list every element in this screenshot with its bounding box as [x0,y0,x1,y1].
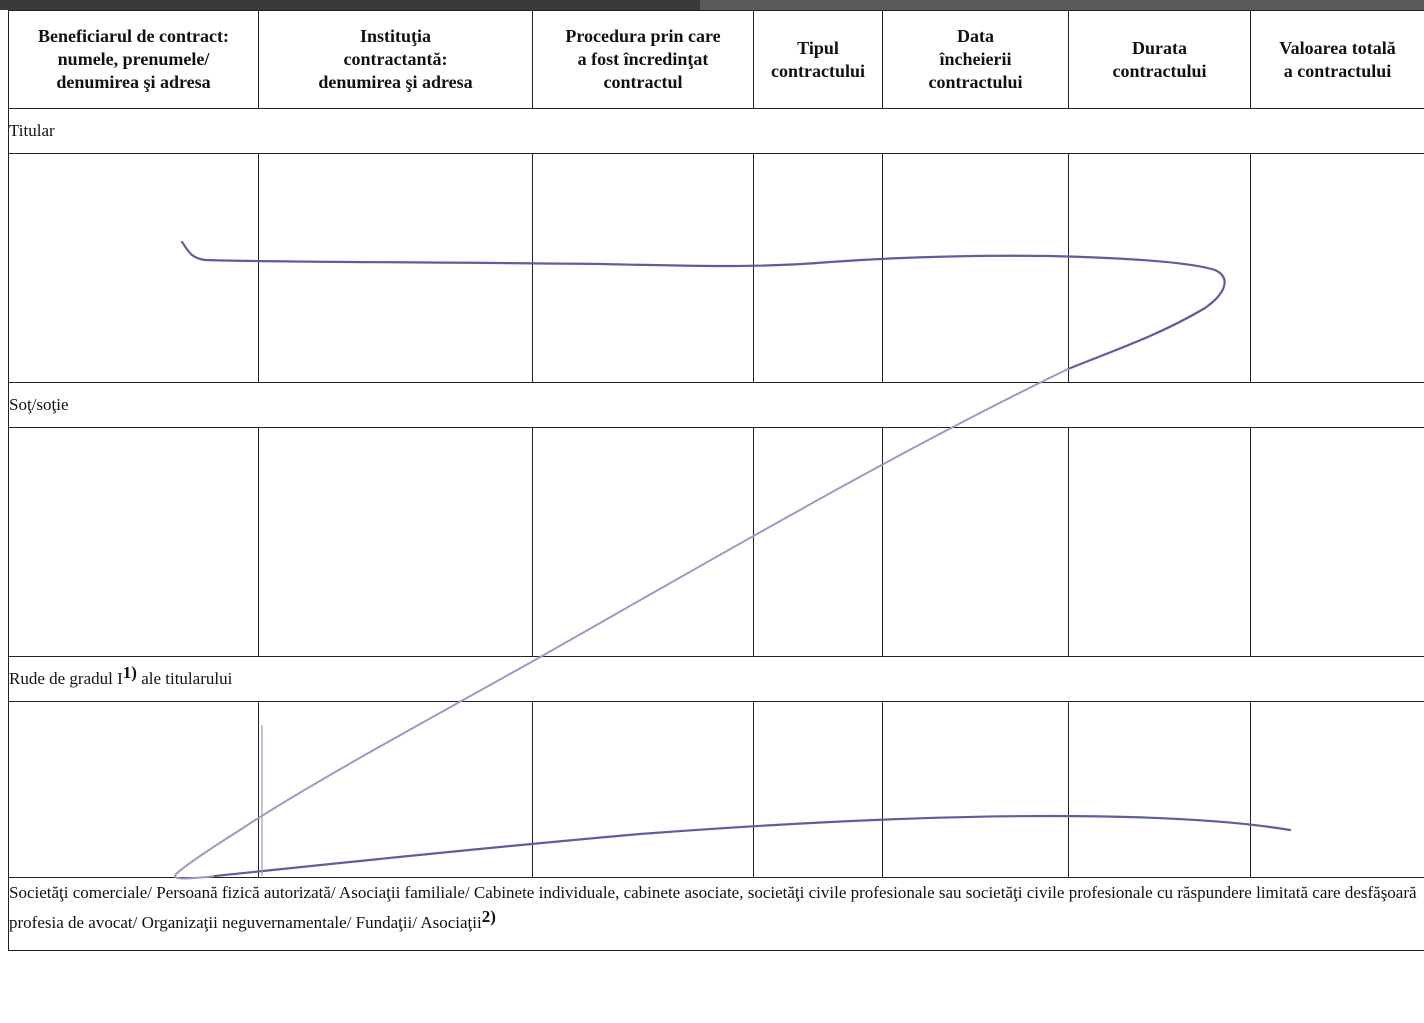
header-tipul: Tipul contractului [753,10,883,109]
section-societati: Societăţi comerciale/ Persoană fizică au… [8,877,1424,951]
header-institutia: Instituţia contractantă: denumirea şi adre… [258,10,533,109]
contracts-table: Beneficiarul de contract: numele, prenume… [8,10,1424,951]
table-row [8,701,1424,878]
section-row: Titular [8,108,1424,154]
footnote-ref-1: 1) [122,663,137,682]
footnote-ref-2: 2) [481,907,496,926]
table-row [8,427,1424,657]
section-titular: Titular [8,108,1424,154]
header-beneficiar: Beneficiarul de contract: numele, prenume… [8,10,259,109]
table-row [8,153,1424,383]
section-row: Societăţi comerciale/ Persoană fizică au… [8,877,1424,951]
header-data: Data încheierii contractului [882,10,1069,109]
header-valoarea: Valoarea totală a contractului [1250,10,1424,109]
top-border-strip [0,0,1424,10]
header-row: Beneficiarul de contract: numele, prenume… [8,10,1424,109]
section-rude: Rude de gradul I1) ale titularului [8,656,1424,702]
section-sot-sotie: Soţ/soţie [8,382,1424,428]
header-durata: Durata contractului [1068,10,1251,109]
header-procedura: Procedura prin care a fost încredinţat con… [532,10,754,109]
section-row: Soţ/soţie [8,382,1424,428]
section-row: Rude de gradul I1) ale titularului [8,656,1424,702]
